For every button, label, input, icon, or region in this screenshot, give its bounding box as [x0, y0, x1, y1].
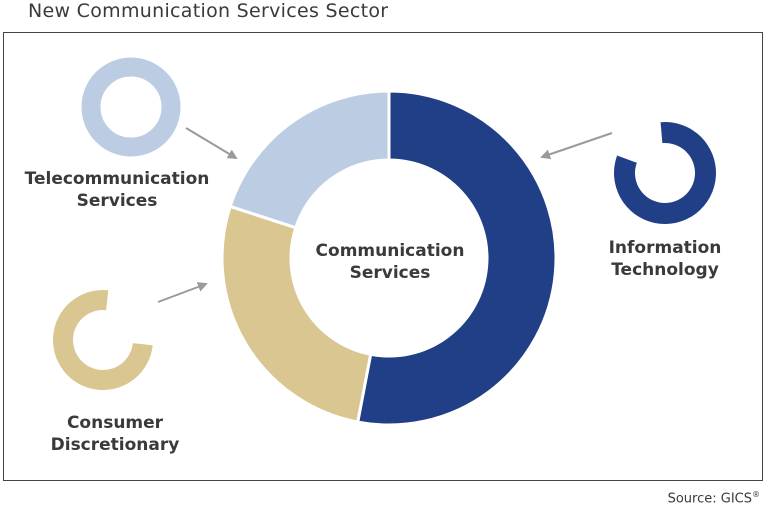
source-text: Source: GICS: [667, 491, 752, 507]
page-title: New Communication Services Sector: [28, 0, 389, 22]
registered-mark: ®: [752, 490, 760, 499]
segment-consumer-discretionary: [220, 204, 373, 424]
label-telecommunication: Telecommunication Services: [24, 169, 210, 211]
label-consumer-discretionary: Consumer Discretionary: [50, 413, 180, 455]
source-note: Source: GICS®: [668, 490, 760, 506]
arrow-it: [540, 132, 613, 160]
cd-mini-ring: [53, 290, 153, 390]
label-information-technology: Information Technology: [608, 238, 722, 280]
it-mini-ring: [614, 122, 716, 224]
it-mini-donut: [614, 122, 716, 224]
segment-telecommunication: [228, 89, 391, 230]
label-communication-services: Communication Services: [315, 241, 465, 283]
diagram-frame: [3, 32, 763, 481]
main-donut-chart: [220, 89, 558, 427]
arrow-telecom: [185, 127, 238, 160]
cd-mini-donut: [53, 290, 153, 390]
telecom-mini-donut: [81, 57, 181, 157]
arrow-cd: [157, 282, 208, 303]
segment-information-technology: [355, 89, 558, 427]
